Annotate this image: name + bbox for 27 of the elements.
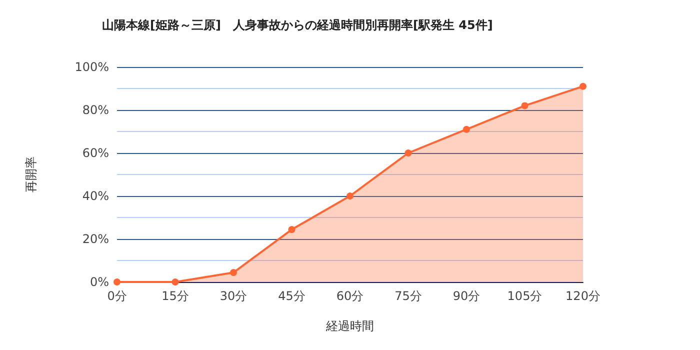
y-tick-label: 40% <box>82 189 109 203</box>
y-tick-label: 80% <box>82 103 109 117</box>
point <box>288 226 296 234</box>
point <box>580 82 586 90</box>
point <box>172 278 179 286</box>
x-tick-label: 30分 <box>220 289 248 303</box>
point <box>463 126 470 133</box>
x-tick-label: 105分 <box>507 289 542 303</box>
chart-title: 山陽本線[姫路～三原] 人身事故からの経過時間別再開率[駅発生 45件] <box>102 18 493 32</box>
y-tick-label: 100% <box>74 60 109 74</box>
x-tick-label: 15分 <box>162 289 189 303</box>
point <box>521 102 528 110</box>
point <box>404 150 412 156</box>
x-tick-label: 0分 <box>107 289 127 303</box>
y-tick-label: 60% <box>82 146 109 160</box>
point <box>114 278 120 286</box>
x-axis-title: 経過時間 <box>325 319 374 333</box>
y-tick-label: 0% <box>90 275 109 289</box>
point <box>230 269 237 276</box>
x-tick-label: 120分 <box>566 289 600 303</box>
x-tick-label: 75分 <box>394 289 422 303</box>
x-tick-label: 90分 <box>452 289 480 303</box>
y-axis-title: 再開率 <box>24 156 38 192</box>
y-tick-label: 20% <box>82 232 109 246</box>
x-tick-label: 60分 <box>336 289 364 303</box>
x-tick-label: 45分 <box>278 289 306 303</box>
point <box>346 192 354 200</box>
